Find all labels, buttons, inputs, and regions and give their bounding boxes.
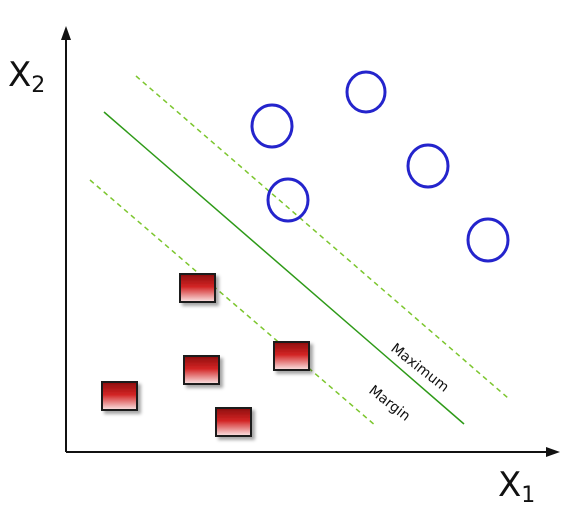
upper-margin-line	[135, 75, 509, 399]
axes	[61, 26, 560, 457]
x-axis-label-main: X	[498, 465, 521, 505]
y-axis-arrow	[61, 26, 71, 40]
circle-point	[266, 177, 310, 223]
maximum-label: Maximum	[388, 341, 452, 396]
y-axis-label-main: X	[8, 55, 31, 95]
circle-point	[406, 143, 450, 189]
square-point	[273, 341, 310, 371]
y-axis-label-subscript: 2	[31, 73, 45, 98]
square-point	[215, 407, 252, 437]
square-point	[179, 273, 216, 303]
circle-point	[345, 70, 387, 114]
x-axis-arrow	[546, 447, 560, 457]
x-axis-label: X1	[498, 465, 535, 508]
circle-point	[250, 103, 294, 149]
x-axis-label-subscript: 1	[521, 483, 535, 508]
class-circles	[250, 70, 510, 263]
square-point	[183, 355, 220, 385]
class-squares	[101, 273, 310, 437]
square-point	[101, 381, 138, 411]
hyperplane-line	[103, 111, 465, 425]
margin-label: Margin	[366, 383, 414, 425]
y-axis-label: X2	[8, 55, 45, 98]
circle-point	[466, 217, 510, 263]
decision-boundary-group	[89, 75, 509, 427]
